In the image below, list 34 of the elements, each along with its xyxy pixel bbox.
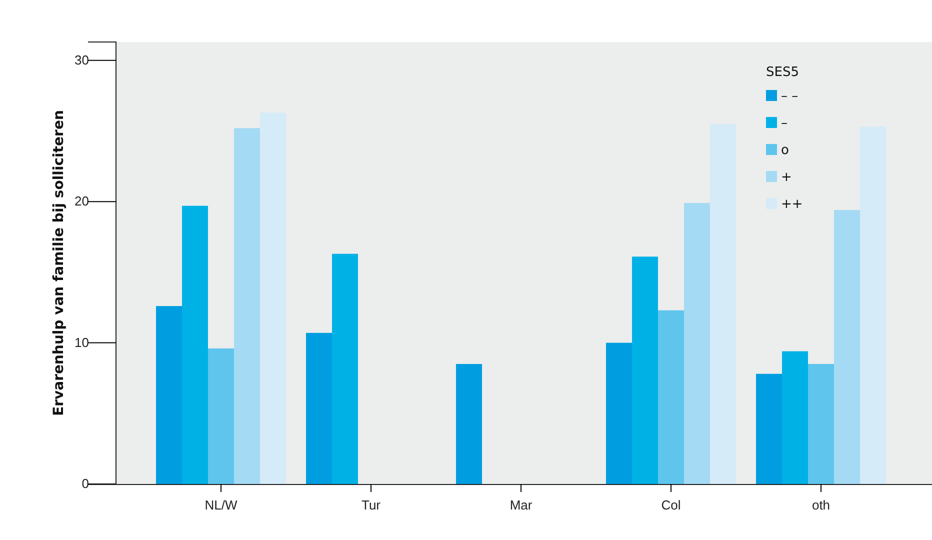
bar: [860, 126, 886, 484]
bar: [658, 310, 684, 484]
bar: [710, 124, 736, 484]
bar: [606, 342, 632, 484]
bar: [756, 374, 782, 484]
legend-label: – –: [781, 89, 798, 104]
bar: [782, 351, 808, 484]
y-axis-title: Ervarenhulp van familie bij solliciteren: [51, 110, 67, 416]
x-tick-label: oth: [812, 497, 830, 512]
bar: [632, 256, 658, 484]
legend-label: –: [781, 116, 788, 131]
y-tick-label: 0: [82, 476, 89, 492]
bar: [234, 128, 260, 484]
bar: [208, 348, 234, 484]
legend-label: ++: [781, 197, 803, 212]
legend-title: SES5: [766, 65, 799, 80]
x-tick-label: Col: [661, 497, 681, 512]
x-tick-label: NL/W: [204, 497, 238, 512]
x-tick-label: Tur: [361, 497, 382, 512]
bar: [332, 254, 358, 484]
y-tick-label: 30: [74, 52, 89, 68]
y-tick-label: 20: [74, 194, 89, 209]
legend-label: o: [781, 143, 789, 158]
x-tick-label: Mar: [510, 497, 533, 512]
bar: [808, 364, 834, 484]
bar: [260, 112, 286, 484]
y-tick-label: 10: [74, 334, 89, 350]
legend-label: +: [781, 170, 792, 185]
bar: [182, 206, 208, 484]
bar: [306, 332, 332, 484]
bar: [834, 210, 860, 484]
bar: [156, 306, 182, 484]
bar: [684, 202, 710, 484]
bar: [456, 364, 482, 484]
